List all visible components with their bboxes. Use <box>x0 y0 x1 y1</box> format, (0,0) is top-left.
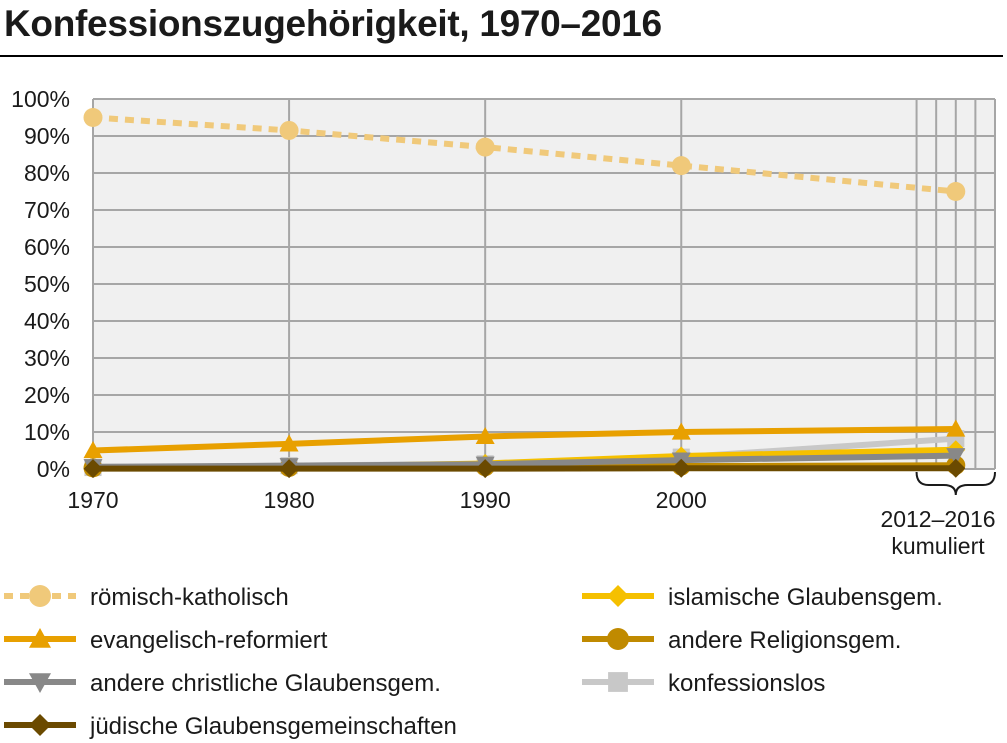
y-tick-label: 70% <box>24 197 70 223</box>
legend-label: andere Religionsgem. <box>668 627 901 654</box>
range-brace <box>915 471 996 496</box>
grid-lines <box>92 98 996 470</box>
y-tick-label: 10% <box>24 419 70 445</box>
series-0 <box>83 108 966 201</box>
data-point <box>279 459 299 479</box>
data-point <box>608 672 628 692</box>
data-point <box>946 182 966 201</box>
data-point <box>29 585 51 607</box>
x-tick-label: 1980 <box>264 487 315 513</box>
y-tick-label: 0% <box>37 456 70 482</box>
data-point <box>29 628 51 648</box>
data-point <box>671 458 691 478</box>
y-tick-label: 40% <box>24 308 70 334</box>
data-point <box>607 585 629 607</box>
title-rule <box>0 55 1003 57</box>
data-point <box>946 419 966 437</box>
x-range-label: 2012–2016 <box>880 506 995 532</box>
y-tick-label: 20% <box>24 382 70 408</box>
data-point <box>83 108 103 127</box>
x-range-label: kumuliert <box>891 533 985 559</box>
data-point <box>607 628 629 650</box>
y-axis-tick-labels: 0% 10% 20% 30% 40% 50% 60% 70% 80% 90% 100% <box>11 86 70 482</box>
legend-item: islamische Glaubensgem. <box>582 584 943 611</box>
data-point <box>279 434 299 452</box>
legend: römisch-katholisch evangelisch-reformiert… <box>4 584 943 740</box>
data-point <box>29 714 51 736</box>
series-1 <box>83 419 966 459</box>
data-point <box>83 459 103 479</box>
data-point <box>279 120 299 140</box>
legend-item: evangelisch-reformiert <box>4 627 328 654</box>
legend-item: jüdische Glaubensgemeinschaften <box>4 713 457 740</box>
legend-item: konfessionslos <box>582 670 825 697</box>
series-line <box>92 114 957 195</box>
chart-title: Konfessionszugehörigkeit, 1970–2016 <box>4 3 662 44</box>
data-point <box>83 441 103 459</box>
x-tick-label: 1990 <box>460 487 511 513</box>
y-tick-label: 100% <box>11 86 70 112</box>
data-point <box>946 458 966 478</box>
data-point <box>946 448 966 466</box>
y-tick-label: 60% <box>24 234 70 260</box>
y-tick-label: 30% <box>24 345 70 371</box>
data-point <box>29 673 51 693</box>
legend-item: andere Religionsgem. <box>582 627 901 654</box>
legend-item: andere christliche Glaubensgem. <box>4 670 441 697</box>
legend-item: römisch-katholisch <box>4 584 289 611</box>
y-tick-label: 90% <box>24 123 70 149</box>
legend-label: konfessionslos <box>668 670 825 697</box>
y-tick-label: 80% <box>24 160 70 186</box>
data-point <box>671 422 691 440</box>
y-tick-label: 50% <box>24 271 70 297</box>
legend-label: römisch-katholisch <box>90 584 289 611</box>
data-point <box>475 459 495 479</box>
legend-label: islamische Glaubensgem. <box>668 584 943 611</box>
series-3 <box>83 458 966 479</box>
x-tick-label: 1970 <box>67 487 118 513</box>
x-tick-label: 2000 <box>656 487 707 513</box>
series-lines <box>83 108 966 479</box>
legend-label: evangelisch-reformiert <box>90 627 328 654</box>
legend-label: jüdische Glaubensgemeinschaften <box>89 713 457 740</box>
data-point <box>671 156 691 176</box>
data-point <box>475 426 495 445</box>
data-point <box>475 137 495 157</box>
legend-label: andere christliche Glaubensgem. <box>90 670 441 697</box>
